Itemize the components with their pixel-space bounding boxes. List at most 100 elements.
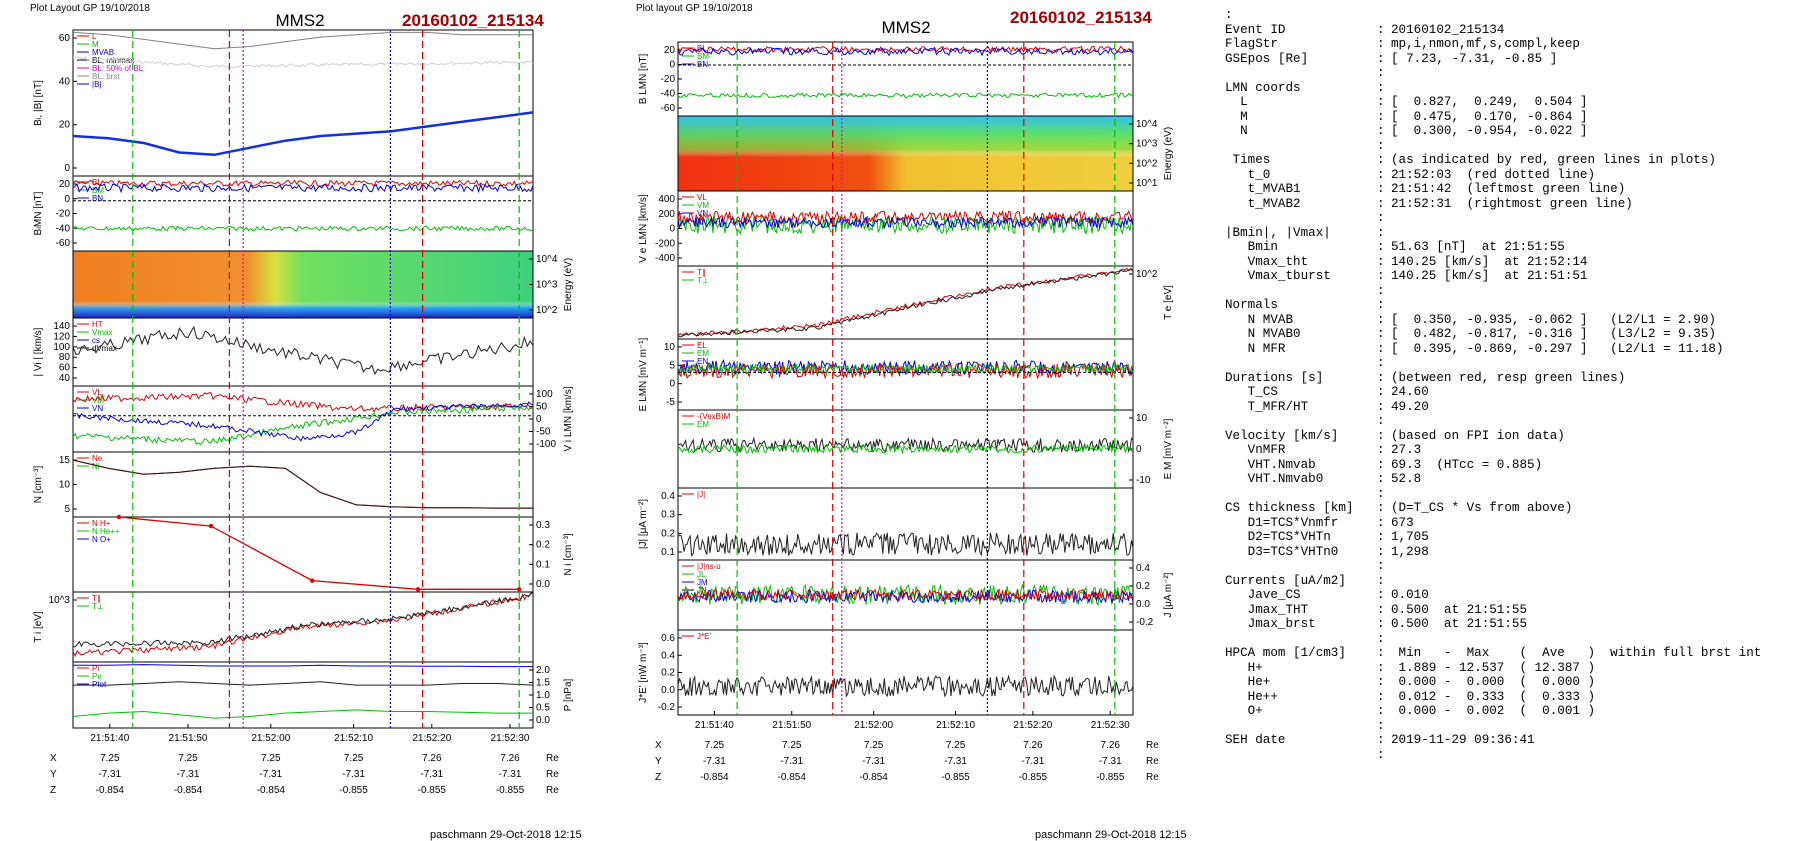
- y-tick-label: 0.0: [536, 579, 550, 590]
- info-colon: :: [1377, 602, 1385, 617]
- position-value: -0.854: [700, 772, 729, 783]
- legend-label: BN: [92, 194, 103, 203]
- info-value: 21:52:31 (rightmost green line): [1391, 196, 1633, 211]
- info-colon: :: [1377, 559, 1385, 573]
- y-tick-label: 0: [669, 60, 675, 71]
- legend-label: Vmax: [92, 328, 112, 337]
- info-key: GSEpos [Re]: [1225, 51, 1309, 66]
- panel-frame: [72, 661, 534, 729]
- trace-line: [72, 401, 534, 442]
- info-value: 2019-11-29 09:36:41: [1391, 733, 1535, 747]
- info-value: [1391, 487, 1800, 502]
- info-row: VHT.Nmvab0:52.8: [1225, 472, 1800, 487]
- legend-label: BL: 50% of BL: [92, 64, 144, 73]
- y-tick-label: 0.2: [661, 528, 675, 539]
- y-tick-label: 0.0: [536, 715, 550, 726]
- right-header: Plot layout GP 19/10/2018: [636, 3, 753, 14]
- panel-frame: [72, 317, 534, 387]
- position-value: -0.855: [941, 772, 970, 783]
- info-row: Velocity [km/s]: (based on FPI ion data): [1225, 429, 1800, 444]
- x-tick-label: 21:52:00: [854, 720, 893, 731]
- info-value: [1391, 66, 1800, 81]
- info-key: Vmax_tburst: [1225, 269, 1331, 283]
- info-key: He++: [1225, 689, 1278, 704]
- y-tick-label: 10^1: [1136, 178, 1158, 189]
- y-axis-label: J [μA m⁻²]: [1163, 572, 1174, 617]
- y-tick-label: -40: [56, 223, 71, 234]
- info-row: Normals:: [1225, 298, 1800, 313]
- x-tick-label: 21:51:50: [772, 720, 811, 731]
- info-colon: :: [1377, 153, 1385, 167]
- info-colon: :: [1377, 37, 1385, 51]
- y-tick-label: 0.4: [1136, 563, 1150, 574]
- y-axis-label: | Vi | [km/s]: [33, 327, 44, 376]
- info-colon: :: [1377, 298, 1385, 312]
- info-value: [ 0.350, -0.935, -0.062 ] (L2/L1 = 2.90): [1391, 312, 1716, 327]
- info-key: [1225, 632, 1377, 647]
- info-key: Vmax_tht: [1225, 254, 1309, 269]
- legend-label: N O+: [92, 535, 111, 544]
- info-value: 69.3 (HTcc = 0.885): [1391, 457, 1543, 472]
- info-value: [1391, 559, 1800, 574]
- y-tick-label: 40: [59, 76, 71, 87]
- info-row: Bmin:51.63 [nT] at 21:51:55: [1225, 240, 1800, 255]
- trace-line: [72, 392, 534, 413]
- info-key: t_0: [1225, 167, 1271, 182]
- info-value: 0.500 at 21:51:55: [1391, 617, 1528, 631]
- info-value: [1391, 356, 1800, 371]
- position-value: 7.25: [100, 753, 120, 764]
- info-colon: :: [1377, 414, 1385, 428]
- info-colon: :: [1377, 515, 1385, 530]
- legend-label: JL: [697, 570, 706, 579]
- trace-line: [677, 443, 1134, 455]
- y-tick-label: 10^3: [536, 280, 558, 291]
- legend-label: L: [92, 32, 97, 41]
- position-value: 7.25: [864, 740, 884, 751]
- y-tick-label: 0.3: [661, 510, 675, 521]
- info-value: (as indicated by red, green lines in plo…: [1391, 153, 1716, 167]
- legend-label: cs: [92, 336, 100, 345]
- panel-frame: [72, 29, 534, 177]
- position-value: 7.25: [946, 740, 966, 751]
- y-tick-label: 0.2: [1136, 581, 1150, 592]
- legend-label: M: [92, 40, 99, 49]
- y-tick-label: 0: [64, 194, 70, 205]
- info-row: Jave_CS:0.010: [1225, 588, 1800, 603]
- info-value: 20160102_215134: [1391, 22, 1505, 37]
- legend-label: BN: [697, 60, 708, 69]
- x-tick-label: 21:51:40: [90, 733, 129, 744]
- info-key: :: [1225, 8, 1233, 22]
- info-colon: :: [1377, 240, 1385, 254]
- info-colon: :: [1377, 182, 1385, 196]
- info-row: GSEpos [Re]: [ 7.23, -7.31, -0.85 ]: [1225, 52, 1800, 67]
- position-value: -0.855: [496, 785, 525, 796]
- legend-label: VN: [697, 209, 708, 218]
- panel-3: 10^2 T e [eV] T∥T⊥: [677, 265, 1174, 340]
- position-value: -7.31: [703, 756, 726, 767]
- info-value: 0.000 - 0.002 ( 0.001 ): [1391, 704, 1596, 718]
- info-colon: :: [1377, 327, 1385, 341]
- position-value: -0.854: [96, 785, 125, 796]
- info-value: [1391, 81, 1800, 96]
- y-tick-label: -200: [655, 238, 675, 249]
- legend-label: JM: [697, 578, 708, 587]
- position-unit: Re: [546, 785, 559, 796]
- info-value: 0.010: [1391, 588, 1429, 602]
- position-row-label: Z: [655, 772, 661, 783]
- info-value: [ 0.482, -0.817, -0.316 ] (L3/L2 = 9.35): [1391, 327, 1716, 341]
- legend-label: EM: [697, 349, 709, 358]
- info-key: t_MVAB2: [1225, 196, 1301, 211]
- position-value: -7.31: [944, 756, 967, 767]
- info-key: [1225, 487, 1377, 502]
- position-value: 7.26: [500, 753, 520, 764]
- info-value: 140.25 [km/s] at 21:51:51: [1391, 269, 1588, 283]
- info-key: Durations [s]: [1225, 370, 1324, 385]
- info-key: N MVAB0: [1225, 327, 1301, 341]
- info-colon: :: [1377, 689, 1385, 704]
- position-value: -0.855: [418, 785, 447, 796]
- info-row: t_MVAB1:21:51:42 (leftmost green line): [1225, 182, 1800, 197]
- right-event: 20160102_215134: [1010, 8, 1152, 27]
- info-row: t_MVAB2:21:52:31 (rightmost green line): [1225, 197, 1800, 212]
- info-key: LMN coords: [1225, 80, 1301, 95]
